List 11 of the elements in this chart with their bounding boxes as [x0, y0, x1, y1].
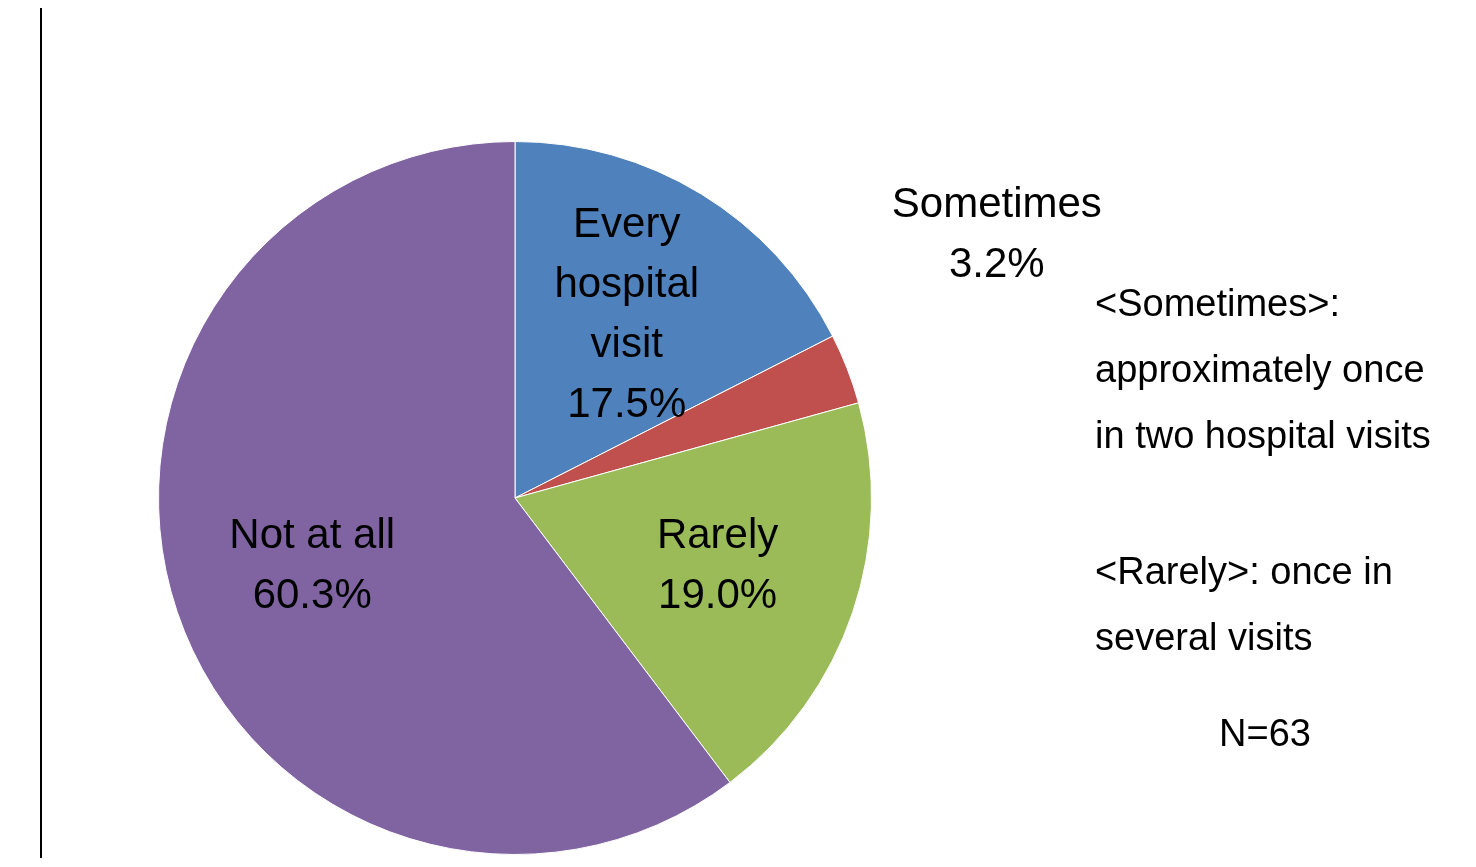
- data-label: 60.3%: [252, 569, 372, 617]
- data-label: 3.2%: [948, 239, 1045, 287]
- slice-label: Not at all: [229, 509, 396, 557]
- slice-label: Every hospital visit: [554, 199, 700, 367]
- data-label: 17.5%: [567, 379, 687, 427]
- slice-label: Rarely: [656, 510, 779, 558]
- text: N=63: [1218, 711, 1312, 756]
- slice-label: Sometimes: [891, 179, 1102, 227]
- text: <Rarely>: once in several visits: [1095, 549, 1394, 660]
- text: <Sometimes>: approximately once in two hospital visits: [1095, 281, 1432, 458]
- data-label: 19.0%: [658, 570, 778, 618]
